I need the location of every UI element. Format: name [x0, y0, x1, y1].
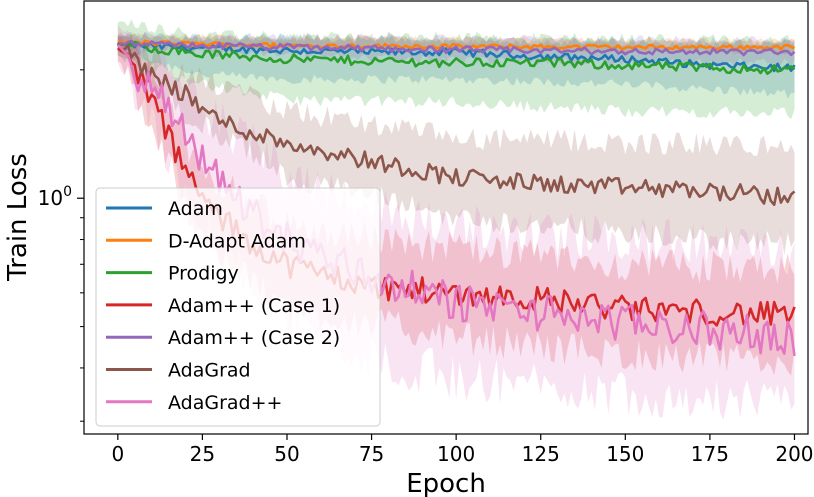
y-axis-title: Train Loss — [3, 153, 33, 282]
legend-label-adam: Adam — [168, 198, 223, 220]
x-tick-label: 100 — [437, 442, 475, 466]
legend-box — [95, 187, 381, 427]
legend-label-d-adapt-adam: D-Adapt Adam — [168, 230, 306, 252]
x-tick-label: 150 — [606, 442, 644, 466]
y-tick-label: 100 — [38, 184, 72, 210]
band-adagrad — [117, 32, 795, 256]
x-tick-label: 200 — [775, 442, 813, 466]
x-tick-label: 75 — [359, 442, 384, 466]
series-line-adagrad — [116, 42, 796, 207]
x-tick-label: 125 — [522, 442, 560, 466]
legend: Adam D-Adapt Adam Prodigy Adam++ (Case 1) Ad… — [95, 187, 381, 427]
x-tick-label: 175 — [691, 442, 729, 466]
series-line-adam-case-2 — [117, 39, 796, 57]
series-line-prodigy — [117, 40, 796, 75]
legend-label-adam-case-1: Adam++ (Case 1) — [168, 295, 340, 317]
legend-label-prodigy: Prodigy — [168, 263, 239, 285]
x-tick-label: 50 — [274, 442, 299, 466]
x-tick-label: 0 — [111, 442, 124, 466]
legend-label-adagrad: AdaGrad — [168, 360, 251, 382]
legend-label-adam-case-2: Adam++ (Case 2) — [168, 327, 340, 349]
x-tick-label: 25 — [190, 442, 215, 466]
x-axis-title: Epoch — [406, 469, 486, 497]
legend-label-adagrad: AdaGrad++ — [168, 392, 282, 414]
